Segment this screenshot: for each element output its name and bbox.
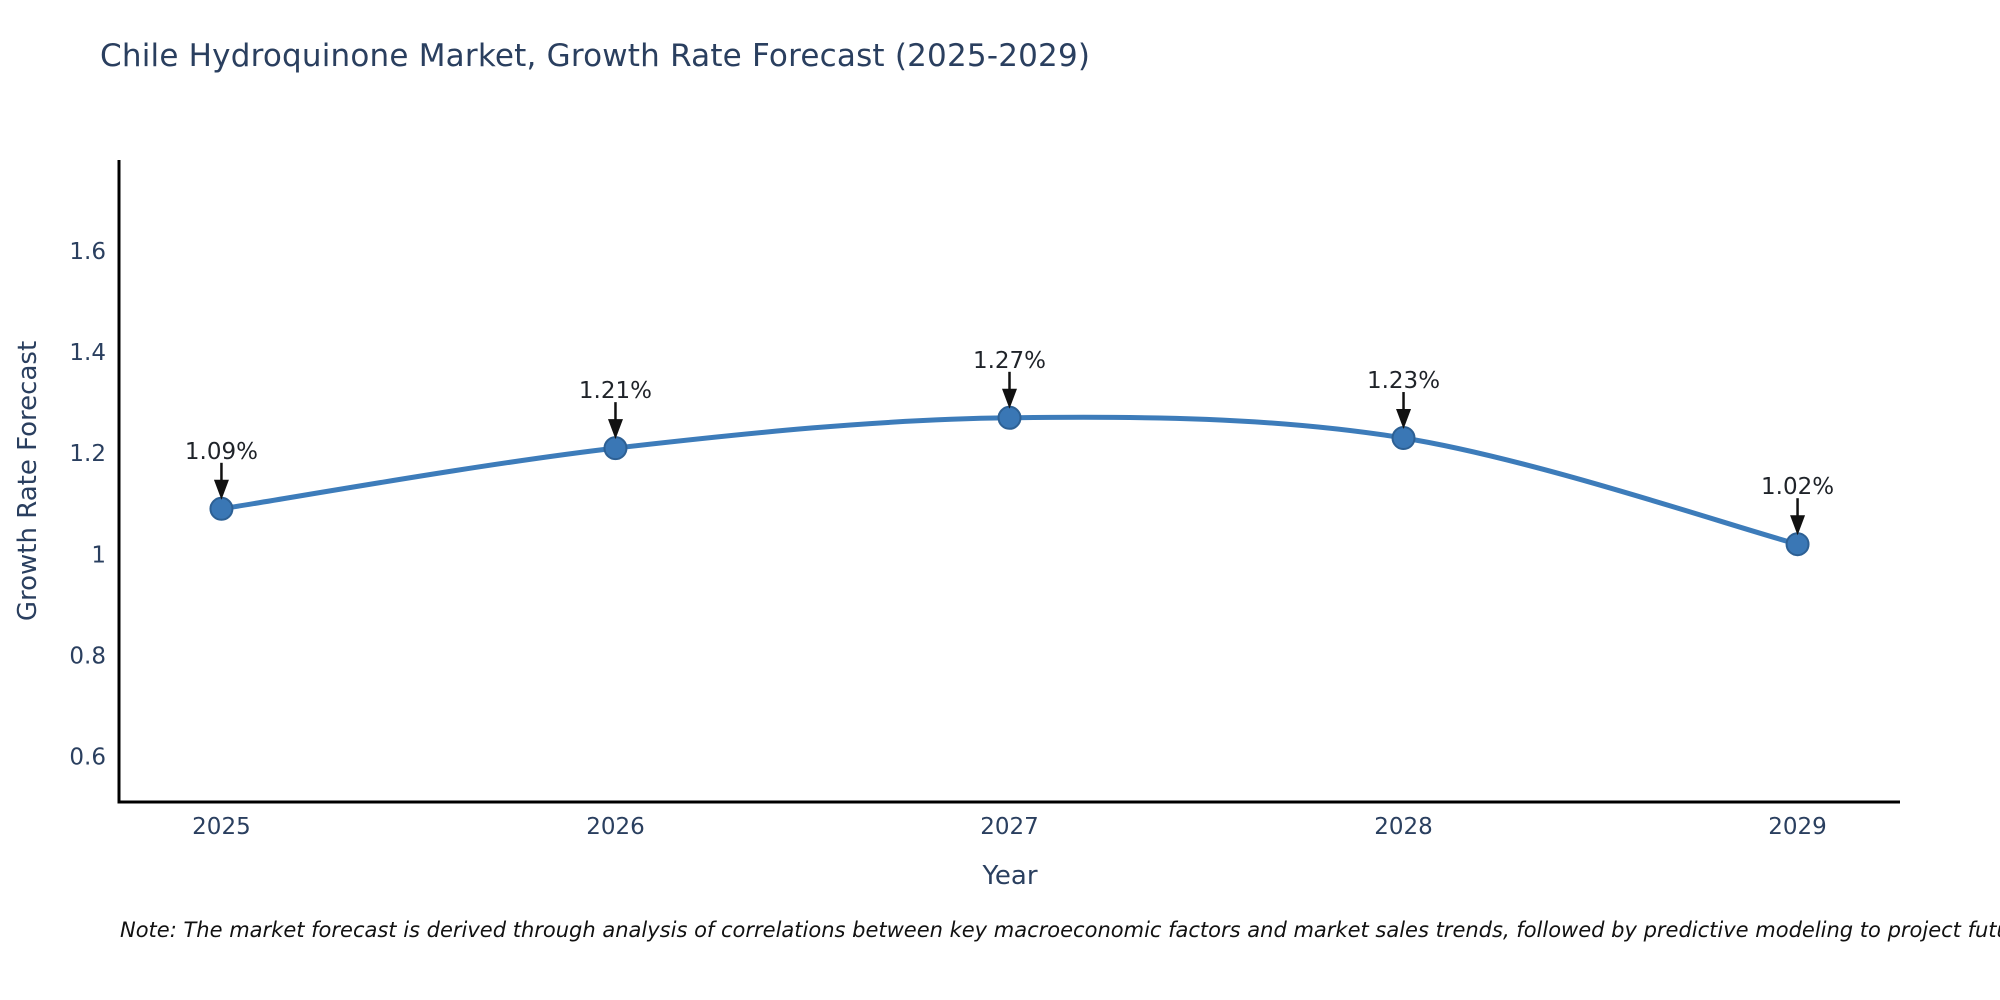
data-point-marker — [1391, 426, 1416, 451]
annotation-arrowhead — [1790, 515, 1806, 536]
trend-line — [218, 414, 1801, 547]
annotation-arrowhead — [213, 479, 229, 500]
annotation-label: 1.21% — [579, 378, 652, 404]
y-tick-label: 0.8 — [69, 643, 106, 669]
annotation-label: 1.27% — [973, 348, 1046, 374]
data-point-marker — [1785, 532, 1810, 557]
y-tick-label: 1.2 — [69, 441, 106, 467]
y-tick-label: 1 — [91, 542, 106, 568]
x-tick-label: 2028 — [1374, 814, 1433, 840]
x-tick-label: 2026 — [586, 814, 645, 840]
y-tick-label: 0.6 — [69, 745, 106, 771]
x-tick-label: 2025 — [192, 814, 251, 840]
y-tick-label: 1.4 — [69, 340, 106, 366]
footnote: Note: The market forecast is derived thr… — [120, 918, 2000, 942]
annotation-label: 1.23% — [1367, 368, 1440, 394]
annotation-arrowhead — [607, 419, 623, 440]
data-point-marker — [603, 436, 628, 461]
x-axis-title: Year — [981, 861, 1037, 891]
annotation-arrowhead — [1396, 409, 1412, 430]
y-tick-label: 1.6 — [69, 239, 106, 265]
x-tick-label: 2029 — [1768, 814, 1827, 840]
chart-title: Chile Hydroquinone Market, Growth Rate F… — [100, 38, 1091, 74]
data-point-marker — [997, 405, 1022, 430]
data-point-marker — [209, 496, 234, 521]
annotation-arrowhead — [1002, 388, 1017, 409]
x-tick-label: 2027 — [980, 814, 1039, 840]
annotation-label: 1.09% — [185, 439, 258, 465]
y-axis-title: Growth Rate Forecast — [13, 341, 43, 621]
annotation-label: 1.02% — [1761, 474, 1834, 500]
